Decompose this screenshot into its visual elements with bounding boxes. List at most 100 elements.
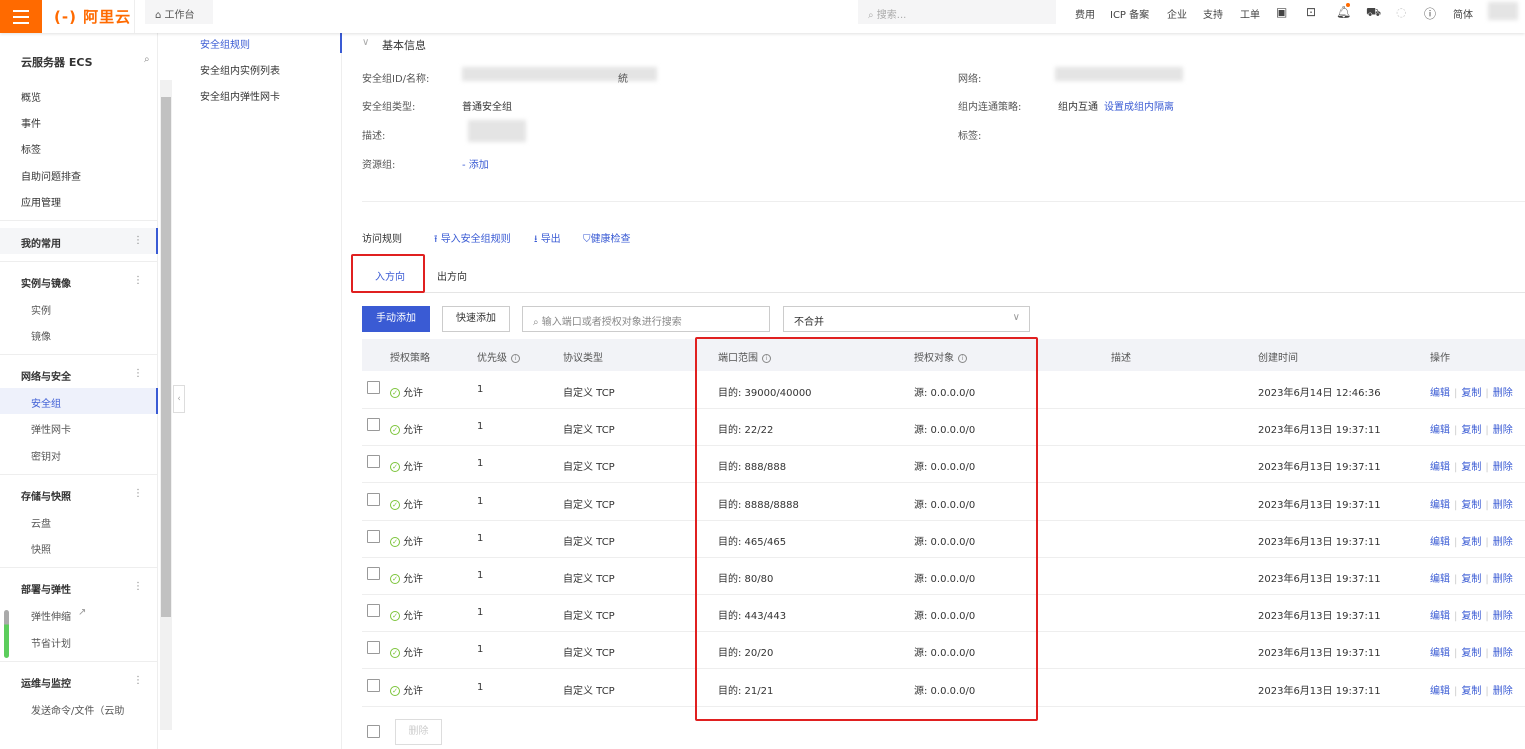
- sidebar-item[interactable]: 发送命令/文件（云助: [31, 706, 125, 717]
- rule-search-input[interactable]: ⌕ 输入端口或者授权对象进行搜索: [522, 306, 770, 332]
- copy-link[interactable]: 复制: [1461, 611, 1482, 623]
- delete-link[interactable]: 删除: [1492, 648, 1513, 660]
- tab-outbound[interactable]: 出方向: [437, 272, 467, 283]
- sidebar-item[interactable]: 事件: [21, 119, 41, 130]
- merge-select[interactable]: 不合并 ∨: [783, 306, 1030, 332]
- select-all-checkbox[interactable]: [367, 725, 380, 738]
- collapse-sidebar-button[interactable]: ‹: [173, 385, 185, 413]
- edit-link[interactable]: 编辑: [1430, 685, 1450, 697]
- chevron-down-icon[interactable]: ∨: [362, 37, 370, 48]
- copy-link[interactable]: 复制: [1461, 648, 1482, 660]
- info-icon[interactable]: i: [958, 353, 967, 363]
- global-search-input[interactable]: ⌕ 搜索...: [858, 0, 1056, 24]
- sidebar-search-icon[interactable]: ⌕: [144, 54, 150, 65]
- export-button[interactable]: ⭳ 导出: [534, 230, 561, 249]
- copy-link[interactable]: 复制: [1461, 536, 1482, 548]
- add-manual-button[interactable]: 手动添加: [362, 306, 430, 332]
- delete-link[interactable]: 删除: [1492, 499, 1513, 511]
- sidebar-item[interactable]: 存储与快照: [21, 492, 71, 503]
- sidebar-item[interactable]: 自助问题排查: [21, 172, 81, 183]
- set-isolation-link[interactable]: 设置成组内隔离: [1104, 102, 1174, 113]
- sidebar-item[interactable]: 弹性伸缩: [31, 612, 71, 623]
- row-checkbox[interactable]: [367, 604, 380, 618]
- edit-link[interactable]: 编辑: [1430, 499, 1450, 511]
- sidebar-item[interactable]: 弹性网卡: [31, 425, 71, 436]
- edit-link[interactable]: 编辑: [1430, 425, 1450, 437]
- copy-link[interactable]: 复制: [1461, 685, 1482, 697]
- sidebar-item[interactable]: 镜像: [31, 332, 51, 343]
- terminal-icon[interactable]: ⊡: [1306, 5, 1317, 19]
- edit-link[interactable]: 编辑: [1430, 536, 1450, 548]
- copy-link[interactable]: 复制: [1461, 574, 1482, 585]
- delete-link[interactable]: 删除: [1492, 574, 1513, 585]
- nav-enterprise[interactable]: 企业: [1167, 10, 1187, 21]
- row-checkbox[interactable]: [367, 418, 380, 432]
- nav-billing[interactable]: 费用: [1075, 10, 1095, 21]
- edit-link[interactable]: 编辑: [1430, 388, 1450, 399]
- sidebar-item[interactable]: 概览: [21, 93, 41, 104]
- tab-inbound[interactable]: 入方向: [375, 272, 405, 283]
- sidebar-item[interactable]: 实例与镜像: [21, 279, 71, 290]
- edit-link[interactable]: 编辑: [1430, 574, 1450, 585]
- sidebar-item[interactable]: 云盘: [31, 519, 51, 530]
- sidebar-item[interactable]: 运维与监控: [21, 679, 71, 690]
- sidebar-item[interactable]: 网络与安全: [21, 372, 71, 383]
- info-icon[interactable]: i: [762, 353, 771, 363]
- avatar[interactable]: [1488, 2, 1518, 20]
- sidebar-item[interactable]: 应用管理: [21, 198, 61, 209]
- more-icon[interactable]: ⋮: [133, 235, 143, 246]
- delete-link[interactable]: 删除: [1492, 611, 1513, 623]
- sidebar-item[interactable]: 密钥对: [31, 452, 61, 463]
- batch-delete-button[interactable]: 删除: [395, 719, 442, 745]
- delete-link[interactable]: 删除: [1492, 388, 1513, 399]
- import-rules-button[interactable]: ⭱ 导入安全组规则: [434, 230, 511, 249]
- aliyun-logo[interactable]: (-) 阿里云: [54, 8, 132, 26]
- sidebar-item[interactable]: 实例: [31, 306, 51, 317]
- sidebar-scroll-thumb[interactable]: [161, 97, 171, 617]
- delete-link[interactable]: 删除: [1492, 425, 1513, 437]
- workbench-button[interactable]: ⌂ 工作台: [145, 0, 213, 24]
- edit-link[interactable]: 编辑: [1430, 611, 1450, 623]
- subnav-instances[interactable]: 安全组内实例列表: [200, 66, 280, 77]
- more-icon[interactable]: ⋮: [133, 368, 143, 379]
- edit-link[interactable]: 编辑: [1430, 648, 1450, 660]
- lightbulb-icon[interactable]: ◌: [1396, 5, 1407, 19]
- delete-link[interactable]: 删除: [1492, 685, 1513, 697]
- menu-icon[interactable]: [0, 0, 42, 33]
- copy-link[interactable]: 复制: [1461, 425, 1482, 437]
- add-quick-button[interactable]: 快速添加: [442, 306, 510, 332]
- bell-icon[interactable]: 🔔︎: [1336, 5, 1352, 19]
- row-checkbox[interactable]: [367, 492, 380, 506]
- health-check-button[interactable]: ⛉健康检查: [583, 230, 631, 245]
- delete-link[interactable]: 删除: [1492, 462, 1513, 474]
- edit-link[interactable]: 编辑: [1430, 462, 1450, 474]
- copy-link[interactable]: 复制: [1461, 388, 1482, 399]
- app-icon[interactable]: ▣: [1276, 5, 1288, 19]
- sidebar-item[interactable]: 部署与弹性: [21, 585, 71, 596]
- subnav-rules[interactable]: 安全组规则: [200, 40, 250, 51]
- subnav-eni[interactable]: 安全组内弹性网卡: [200, 92, 280, 103]
- sidebar-item[interactable]: 安全组: [31, 399, 61, 410]
- more-icon[interactable]: ⋮: [133, 275, 143, 286]
- nav-icp[interactable]: ICP 备案: [1110, 10, 1150, 21]
- add-resource-group-link[interactable]: - 添加: [462, 160, 489, 171]
- sidebar-item[interactable]: 标签: [21, 145, 41, 156]
- copy-link[interactable]: 复制: [1461, 499, 1482, 511]
- sidebar-item[interactable]: 节省计划: [31, 639, 71, 650]
- row-checkbox[interactable]: [367, 455, 380, 469]
- delete-link[interactable]: 删除: [1492, 536, 1513, 548]
- more-icon[interactable]: ⋮: [133, 675, 143, 686]
- more-icon[interactable]: ⋮: [133, 488, 143, 499]
- sidebar-item[interactable]: 我的常用: [21, 239, 61, 250]
- row-checkbox[interactable]: [367, 678, 380, 692]
- nav-support[interactable]: 支持: [1203, 10, 1223, 21]
- copy-link[interactable]: 复制: [1461, 462, 1482, 474]
- language-switch[interactable]: 简体: [1453, 10, 1473, 21]
- row-checkbox[interactable]: [367, 567, 380, 580]
- row-checkbox[interactable]: [367, 381, 380, 394]
- row-checkbox[interactable]: [367, 641, 380, 655]
- nav-ticket[interactable]: 工单: [1240, 10, 1260, 21]
- help-icon[interactable]: ⓘ: [1424, 7, 1437, 21]
- sidebar-item[interactable]: 快照: [31, 545, 51, 556]
- more-icon[interactable]: ⋮: [133, 581, 143, 592]
